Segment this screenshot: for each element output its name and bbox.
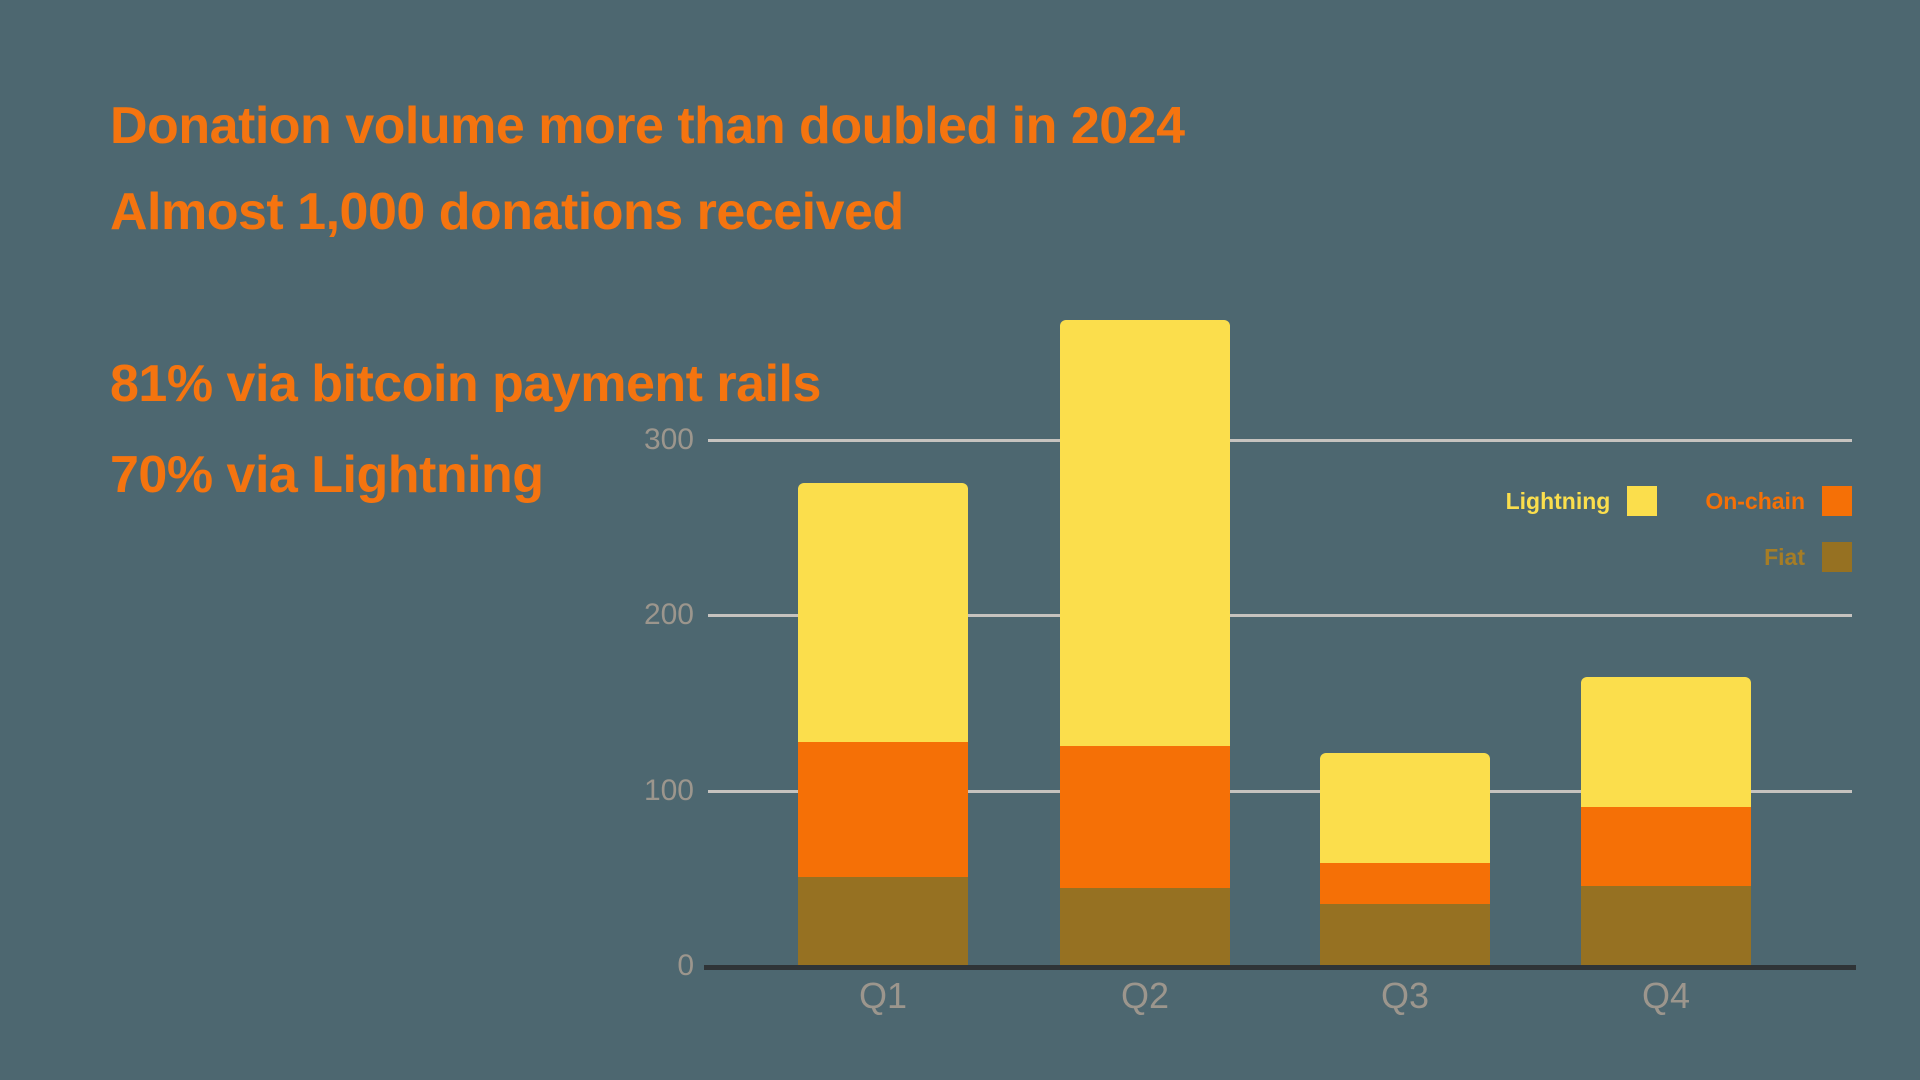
bar-q3 [1320,752,1490,965]
bar-q4 [1581,677,1751,965]
segment-on-chain-q1 [798,742,968,878]
legend-row-1: Lightning On-chain [1506,486,1852,516]
x-label-q4: Q4 [1641,975,1691,1016]
x-label-q3: Q3 [1380,975,1430,1016]
gridline-200 [708,614,1852,618]
segment-fiat-q1 [798,877,968,965]
legend-item-fiat: Fiat [1764,542,1852,572]
segment-on-chain-q4 [1581,807,1751,887]
stat-line-bitcoin-rails: 81% via bitcoin payment rails [110,355,821,413]
segment-lightning-q2 [1060,319,1230,746]
x-axis-line [704,965,1856,970]
chart-legend: Lightning On-chain Fiat [1506,486,1852,572]
segment-lightning-q4 [1581,677,1751,808]
y-tick-0: 0 [677,949,694,982]
bar-q1 [798,482,968,965]
x-label-q1: Q1 [858,975,908,1016]
segment-lightning-q1 [798,482,968,743]
stat-line-lightning: 70% via Lightning [110,446,544,504]
segment-fiat-q4 [1581,886,1751,965]
segment-lightning-q3 [1320,752,1490,864]
gridline-100 [708,789,1852,793]
headline-line-2: Almost 1,000 donations received [110,183,904,241]
segment-on-chain-q3 [1320,863,1490,904]
legend-label-lightning: Lightning [1505,487,1611,514]
headline-line-1: Donation volume more than doubled in 202… [110,97,1185,155]
legend-swatch-fiat [1822,542,1852,572]
legend-label-fiat: Fiat [1764,543,1805,570]
y-tick-200: 200 [643,598,694,632]
legend-item-lightning: Lightning [1506,486,1658,516]
legend-label-on-chain: On-chain [1705,487,1805,514]
x-label-q2: Q2 [1120,975,1170,1016]
legend-row-2: Fiat [1764,542,1852,572]
segment-fiat-q3 [1320,903,1490,965]
legend-swatch-on-chain [1822,486,1852,516]
legend-swatch-lightning [1627,486,1658,516]
segment-fiat-q2 [1060,887,1230,965]
y-tick-100: 100 [643,773,694,807]
y-tick-300: 300 [643,423,694,456]
segment-on-chain-q2 [1060,745,1230,888]
gridline-300 [708,439,1852,442]
legend-item-on-chain: On-chain [1705,486,1852,516]
bar-q2 [1060,319,1230,965]
